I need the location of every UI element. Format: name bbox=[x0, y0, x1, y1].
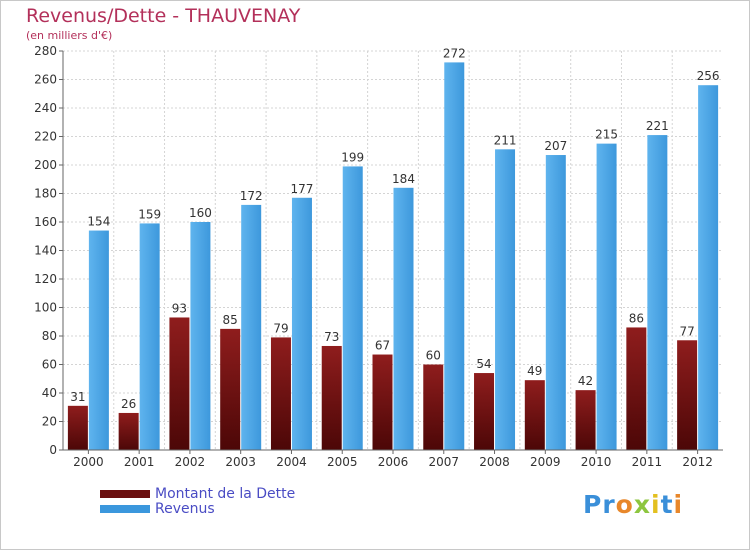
bar-revenus bbox=[241, 204, 262, 450]
y-tick-label: 60 bbox=[42, 358, 57, 372]
bar-dette bbox=[169, 317, 190, 450]
bar-dette bbox=[423, 364, 444, 450]
data-label: 60 bbox=[426, 349, 441, 363]
bar-dette bbox=[118, 412, 139, 450]
bar-revenus bbox=[495, 149, 516, 450]
x-tick-label: 2006 bbox=[378, 455, 409, 469]
legend-label-revenus: Revenus bbox=[155, 500, 215, 517]
logo-letter: i bbox=[673, 490, 684, 519]
chart-subtitle: (en milliers d'€) bbox=[26, 29, 113, 42]
legend-swatch-dette bbox=[100, 489, 150, 498]
data-label: 73 bbox=[324, 330, 339, 344]
bar-revenus bbox=[88, 230, 109, 450]
y-tick-label: 180 bbox=[34, 187, 57, 201]
bar-revenus bbox=[698, 85, 719, 450]
logo-letter: x bbox=[633, 490, 651, 519]
y-tick-label: 120 bbox=[34, 272, 57, 286]
data-label: 77 bbox=[679, 324, 694, 338]
bar-revenus bbox=[647, 135, 668, 450]
data-label: 67 bbox=[375, 339, 390, 353]
logo-letter: o bbox=[615, 490, 634, 519]
data-label: 42 bbox=[578, 374, 593, 388]
y-tick-label: 240 bbox=[34, 101, 57, 115]
data-label: 86 bbox=[629, 311, 644, 325]
bar-revenus bbox=[393, 187, 414, 451]
x-tick-label: 2004 bbox=[276, 455, 307, 469]
bar-revenus bbox=[342, 166, 363, 451]
data-label: 172 bbox=[240, 189, 263, 203]
x-tick-label: 2008 bbox=[479, 455, 510, 469]
y-tick-label: 280 bbox=[34, 44, 57, 58]
data-label: 159 bbox=[138, 207, 161, 221]
y-tick-label: 200 bbox=[34, 158, 57, 172]
data-label: 184 bbox=[392, 172, 415, 186]
bar-revenus bbox=[545, 155, 566, 450]
bar-dette bbox=[270, 337, 291, 450]
bar-dette bbox=[524, 380, 545, 450]
y-tick-label: 220 bbox=[34, 130, 57, 144]
logo-letter: i bbox=[651, 490, 661, 519]
bar-revenus bbox=[190, 222, 211, 450]
bar-dette bbox=[67, 405, 88, 450]
y-tick-label: 140 bbox=[34, 244, 57, 258]
bar-revenus bbox=[444, 62, 465, 451]
x-tick-label: 2001 bbox=[124, 455, 155, 469]
data-label: 31 bbox=[70, 390, 85, 404]
data-label: 49 bbox=[527, 364, 542, 378]
x-tick-label: 2000 bbox=[73, 455, 104, 469]
chart-legend: Montant de la Dette Revenus bbox=[100, 485, 296, 517]
data-label: 272 bbox=[443, 46, 466, 60]
data-label: 215 bbox=[595, 128, 618, 142]
proxiti-logo: Proxiti bbox=[583, 490, 683, 519]
legend-item-revenus: Revenus bbox=[100, 500, 295, 517]
x-tick-label: 2003 bbox=[225, 455, 256, 469]
data-label: 211 bbox=[494, 133, 517, 147]
y-tick-label: 260 bbox=[34, 73, 57, 87]
bar-dette bbox=[677, 340, 698, 450]
bar-dette bbox=[220, 328, 241, 450]
data-label: 207 bbox=[544, 139, 567, 153]
data-label: 160 bbox=[189, 206, 212, 220]
logo-letter: P bbox=[583, 490, 603, 519]
data-label: 26 bbox=[121, 397, 136, 411]
bar-dette bbox=[474, 373, 495, 450]
logo-letter: r bbox=[602, 490, 616, 519]
x-tick-label: 2009 bbox=[530, 455, 561, 469]
x-tick-label: 2007 bbox=[428, 455, 459, 469]
bar-revenus bbox=[596, 143, 617, 450]
y-tick-label: 80 bbox=[42, 329, 57, 343]
data-label: 54 bbox=[476, 357, 491, 371]
x-tick-label: 2010 bbox=[581, 455, 612, 469]
y-tick-label: 20 bbox=[42, 415, 57, 429]
data-label: 154 bbox=[87, 215, 110, 229]
bar-dette bbox=[575, 390, 596, 450]
bar-dette bbox=[321, 345, 342, 450]
bar-revenus bbox=[139, 223, 160, 450]
bar-dette bbox=[626, 327, 647, 450]
y-tick-label: 0 bbox=[49, 443, 57, 457]
y-tick-label: 100 bbox=[34, 301, 57, 315]
legend-swatch-revenus bbox=[100, 504, 150, 513]
data-label: 93 bbox=[172, 301, 187, 315]
y-tick-label: 40 bbox=[42, 386, 57, 400]
data-label: 256 bbox=[697, 69, 720, 83]
bar-dette bbox=[372, 354, 393, 450]
bar-revenus bbox=[291, 197, 312, 450]
data-label: 199 bbox=[341, 150, 364, 164]
legend-label-dette: Montant de la Dette bbox=[155, 485, 296, 502]
chart-title: Revenus/Dette - THAUVENAY bbox=[26, 5, 301, 27]
legend-item-dette: Montant de la Dette bbox=[100, 485, 296, 502]
logo-letter: t bbox=[660, 490, 674, 519]
x-tick-label: 2011 bbox=[632, 455, 663, 469]
x-tick-label: 2005 bbox=[327, 455, 358, 469]
data-label: 79 bbox=[273, 321, 288, 335]
y-tick-label: 160 bbox=[34, 215, 57, 229]
x-tick-label: 2002 bbox=[175, 455, 206, 469]
data-label: 85 bbox=[223, 313, 238, 327]
x-tick-label: 2012 bbox=[682, 455, 713, 469]
data-label: 221 bbox=[646, 119, 669, 133]
data-label: 177 bbox=[291, 182, 314, 196]
